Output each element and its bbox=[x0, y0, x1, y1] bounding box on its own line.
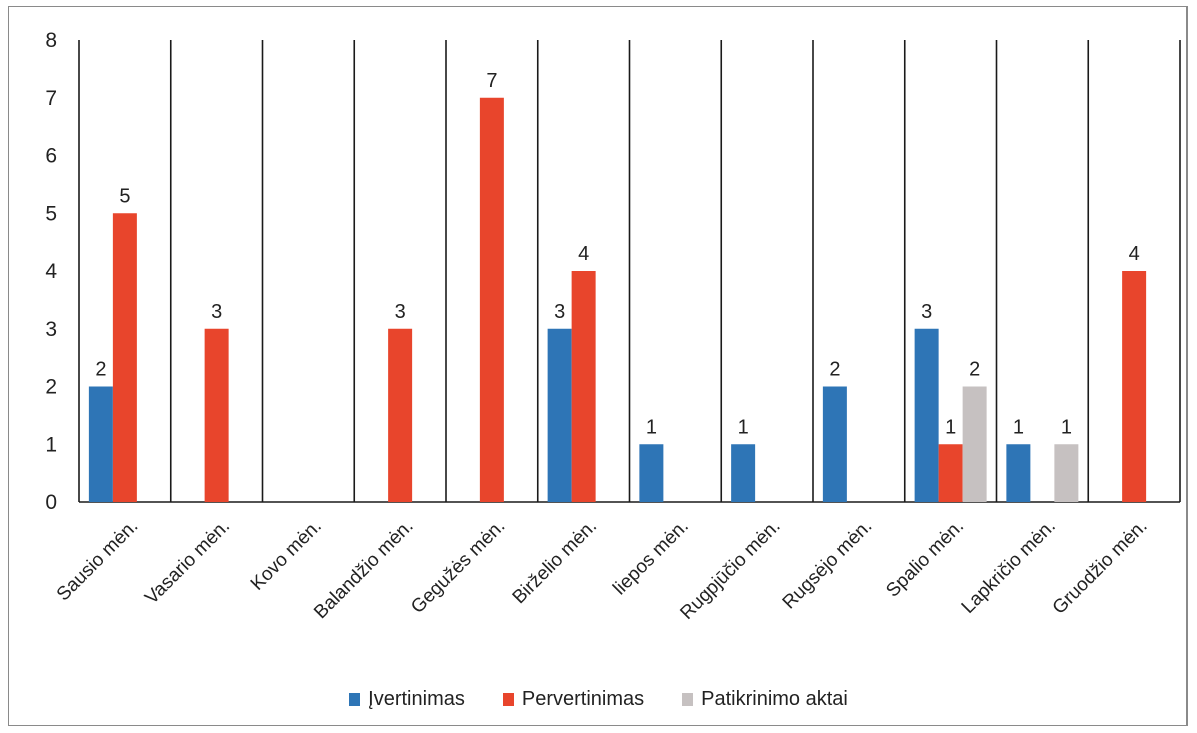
data-label: 4 bbox=[1129, 243, 1140, 265]
y-tick-label: 5 bbox=[45, 202, 57, 225]
data-label: 1 bbox=[646, 416, 657, 438]
x-tick-label: Rugpjūčio mėn. bbox=[676, 516, 784, 624]
legend-label: Pervertinimas bbox=[521, 688, 645, 710]
y-tick-label: 7 bbox=[45, 87, 57, 110]
x-tick-label: Spalio mėn. bbox=[882, 516, 968, 602]
data-label: 7 bbox=[486, 70, 497, 92]
legend-label: Įvertinimas bbox=[368, 688, 465, 710]
data-label: 1 bbox=[1013, 416, 1024, 438]
legend-item-patikrinimo-aktai: Patikrinimo aktai bbox=[682, 688, 848, 711]
x-tick-label: Birželio mėn. bbox=[509, 516, 602, 609]
bar bbox=[88, 386, 113, 502]
data-label: 1 bbox=[738, 416, 749, 438]
legend-swatch bbox=[502, 693, 514, 706]
chart-frame bbox=[8, 6, 1188, 726]
data-label: 3 bbox=[554, 301, 565, 323]
bar bbox=[547, 328, 572, 502]
x-tick-label: liepos mėn. bbox=[609, 516, 693, 600]
bar bbox=[1006, 444, 1031, 502]
x-tick-label: Kovo mėn. bbox=[247, 516, 326, 595]
y-tick-label: 2 bbox=[45, 376, 57, 399]
data-label: 1 bbox=[945, 416, 956, 438]
data-label: 3 bbox=[211, 301, 222, 323]
data-label: 5 bbox=[119, 185, 130, 207]
bar bbox=[731, 444, 756, 502]
data-label: 1 bbox=[1061, 416, 1072, 438]
data-label: 3 bbox=[921, 301, 932, 323]
bar bbox=[1054, 444, 1079, 502]
x-tick-label: Gegužės mėn. bbox=[407, 516, 509, 618]
data-label: 2 bbox=[95, 359, 106, 381]
bar bbox=[938, 444, 963, 502]
bar bbox=[1122, 271, 1147, 502]
y-tick-label: 6 bbox=[45, 145, 57, 168]
x-tick-label: Gruodžio mėn. bbox=[1049, 516, 1152, 619]
x-tick-label: Sausio mėn. bbox=[53, 516, 143, 606]
data-label: 3 bbox=[395, 301, 406, 323]
y-tick-label: 3 bbox=[45, 318, 57, 341]
legend-swatch bbox=[349, 693, 361, 706]
x-tick-label: Balandžio mėn. bbox=[310, 516, 417, 623]
y-tick-label: 0 bbox=[45, 491, 57, 514]
x-tick-label: Lapkričio mėn. bbox=[958, 516, 1060, 618]
x-tick-label: Rugsėjo mėn. bbox=[779, 516, 877, 614]
data-label: 2 bbox=[829, 359, 840, 381]
bar bbox=[639, 444, 664, 502]
bar bbox=[571, 271, 596, 502]
bar bbox=[112, 213, 137, 502]
legend-swatch bbox=[682, 693, 694, 706]
bar bbox=[388, 328, 413, 502]
bar bbox=[962, 386, 987, 502]
bar bbox=[914, 328, 939, 502]
legend-item-ivertinimas: Įvertinimas bbox=[349, 688, 465, 711]
bar bbox=[479, 97, 504, 502]
y-tick-label: 4 bbox=[45, 260, 57, 283]
bar bbox=[822, 386, 847, 502]
y-tick-label: 1 bbox=[45, 433, 57, 456]
bar bbox=[204, 328, 229, 502]
legend-item-pervertinimas: Pervertinimas bbox=[502, 688, 645, 711]
legend: Įvertinimas Pervertinimas Patikrinimo ak… bbox=[0, 688, 1197, 711]
legend-label: Patikrinimo aktai bbox=[701, 688, 848, 710]
y-tick-label: 8 bbox=[45, 29, 57, 52]
x-tick-label: Vasario mėn. bbox=[141, 516, 234, 609]
data-label: 4 bbox=[578, 243, 589, 265]
data-label: 2 bbox=[969, 359, 980, 381]
